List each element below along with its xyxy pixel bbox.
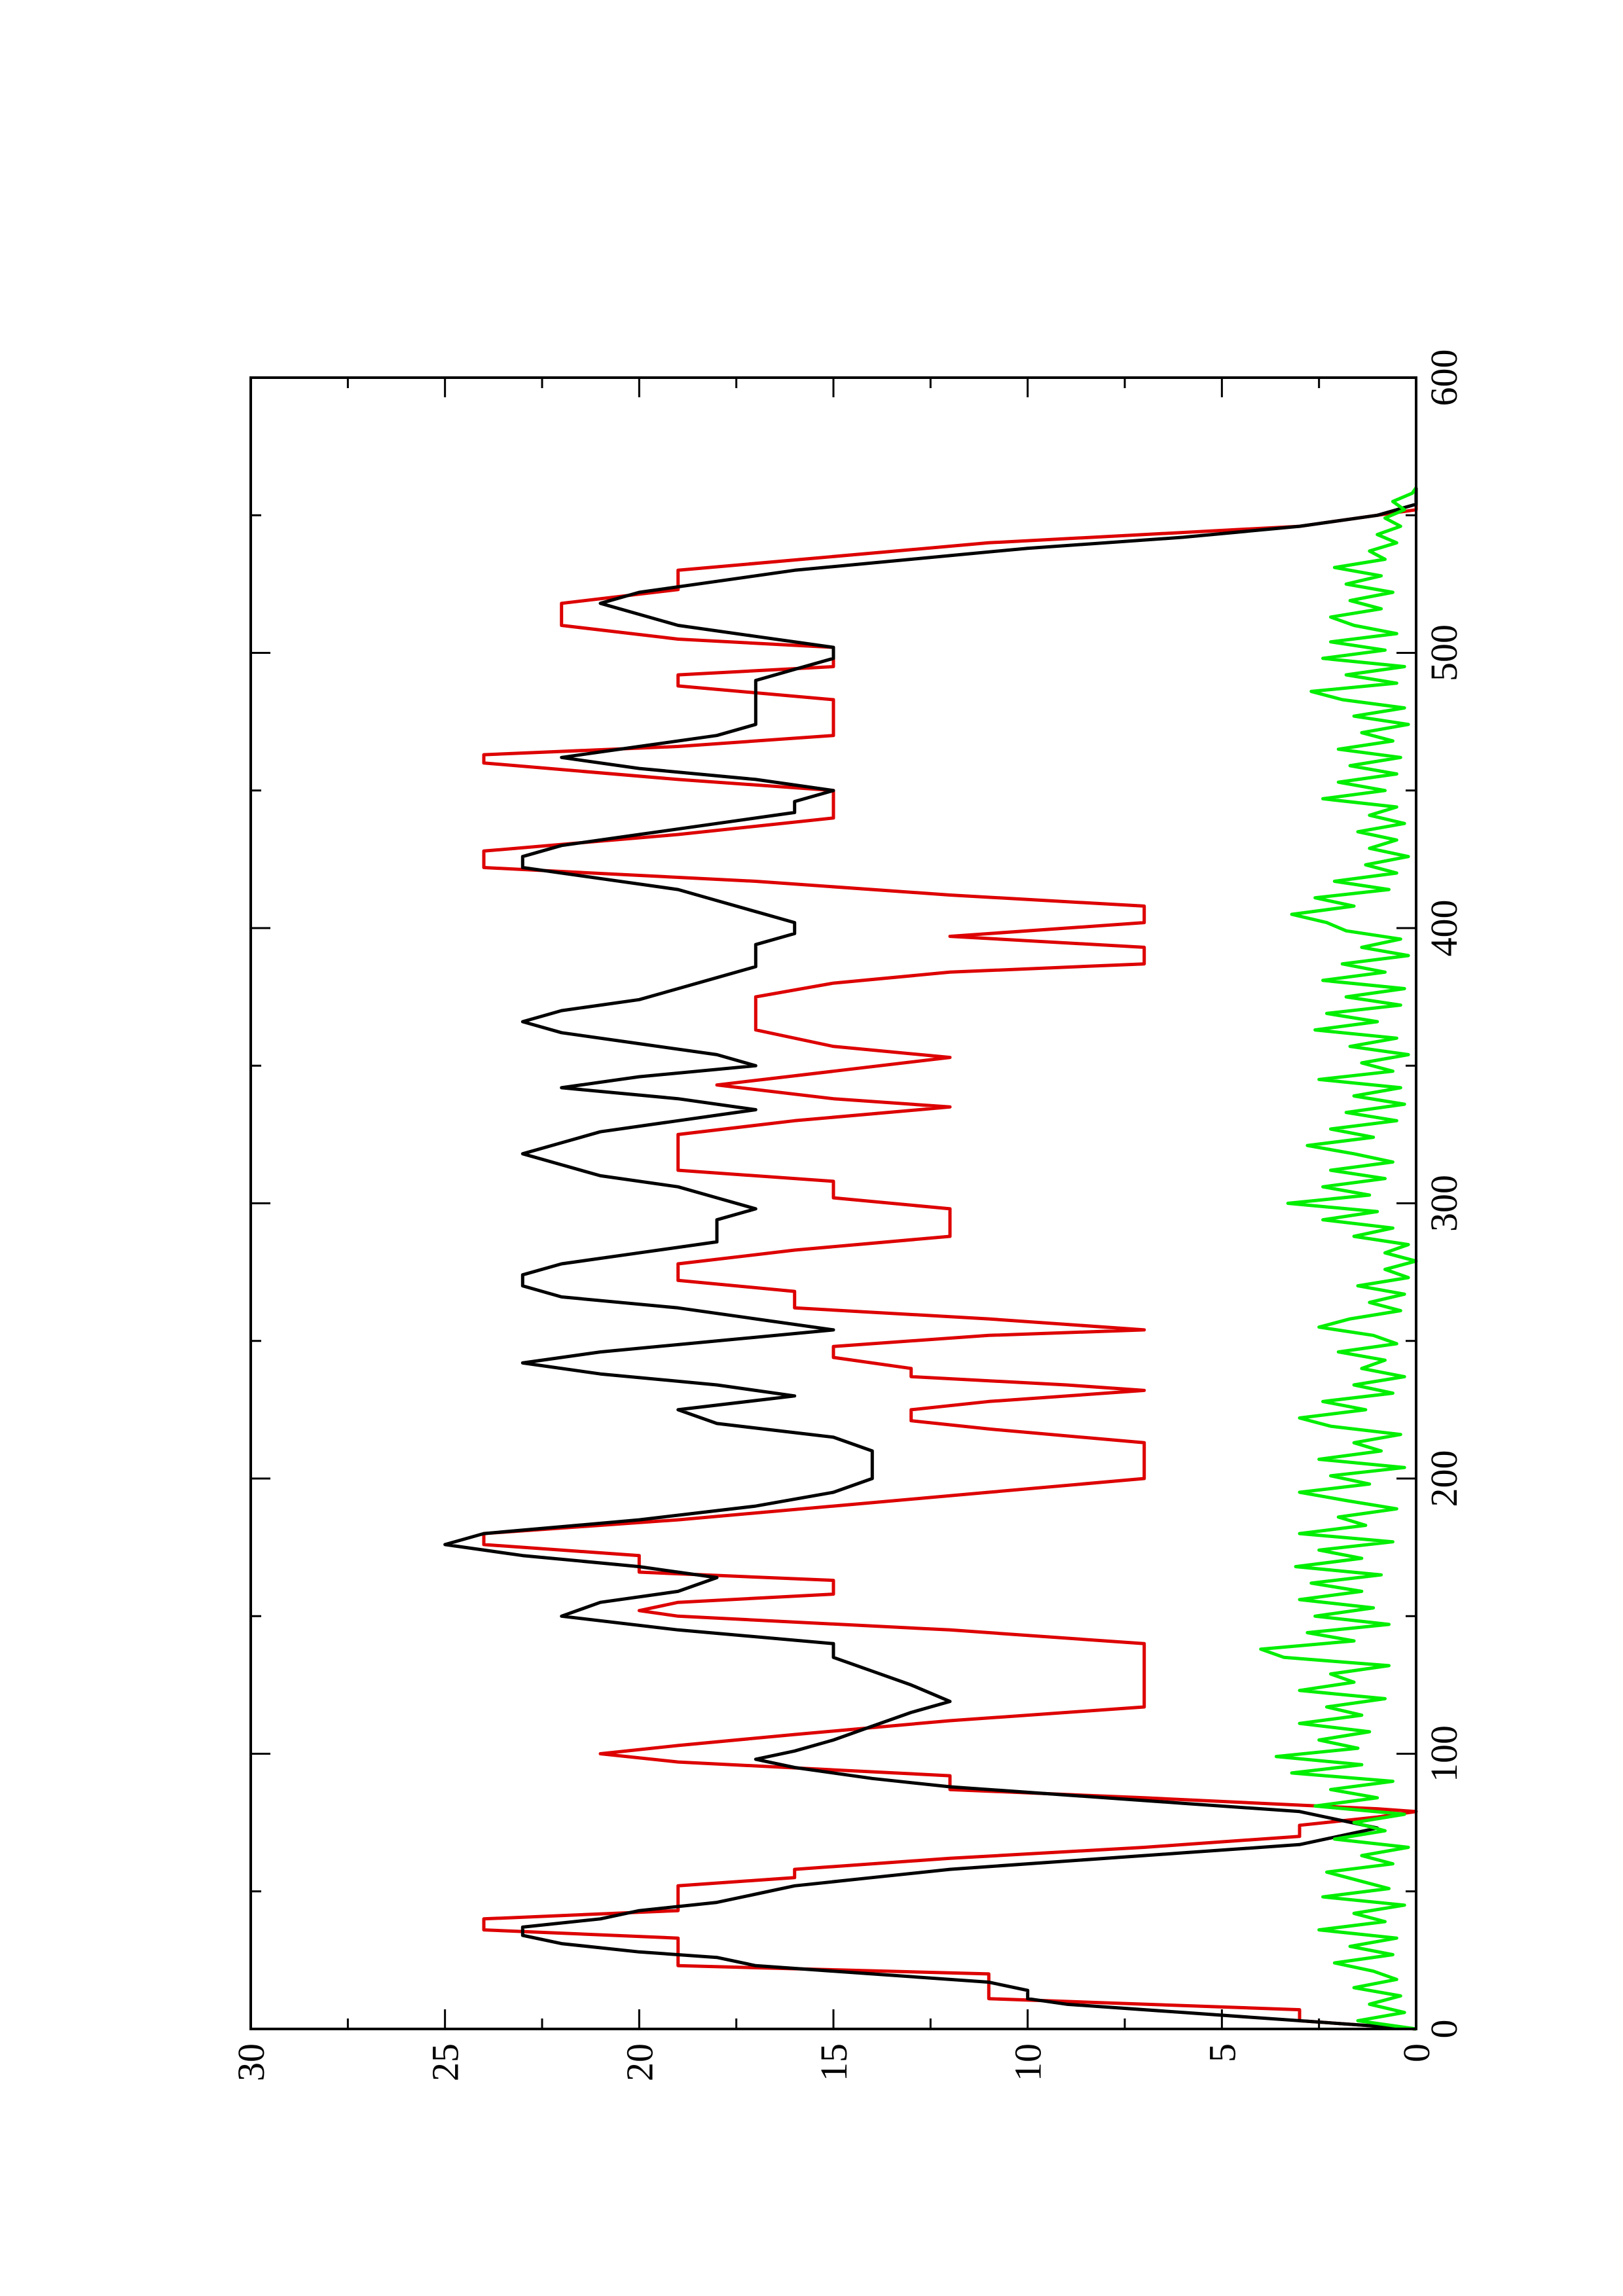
x-tick-label: 600: [1423, 350, 1465, 406]
y-tick-label: 10: [1007, 2043, 1049, 2081]
y-tick-label: 0: [1395, 2043, 1438, 2062]
x-tick-label: 400: [1423, 900, 1465, 957]
series-layer: [443, 486, 1418, 2031]
y-tick-label: 20: [618, 2043, 661, 2081]
y-tick-label: 15: [812, 2043, 855, 2081]
tick-layer: 0 100 200 300 400 500 600 0 5 10 15 20 25 30: [230, 350, 1465, 2082]
y-tick-label: 30: [230, 2043, 272, 2081]
series-3-line: [1259, 486, 1418, 2031]
x-tick-label: 0: [1423, 2020, 1465, 2039]
y-tick-label: 25: [424, 2043, 467, 2081]
x-tick-label: 500: [1423, 624, 1465, 681]
x-tick-label: 200: [1423, 1450, 1465, 1507]
series-1-line: [482, 488, 1418, 2031]
x-tick-label: 100: [1423, 1725, 1465, 1782]
y-tick-label: 5: [1201, 2043, 1243, 2062]
x-tick-label: 300: [1423, 1175, 1465, 1232]
series-2-line: [443, 488, 1418, 2031]
